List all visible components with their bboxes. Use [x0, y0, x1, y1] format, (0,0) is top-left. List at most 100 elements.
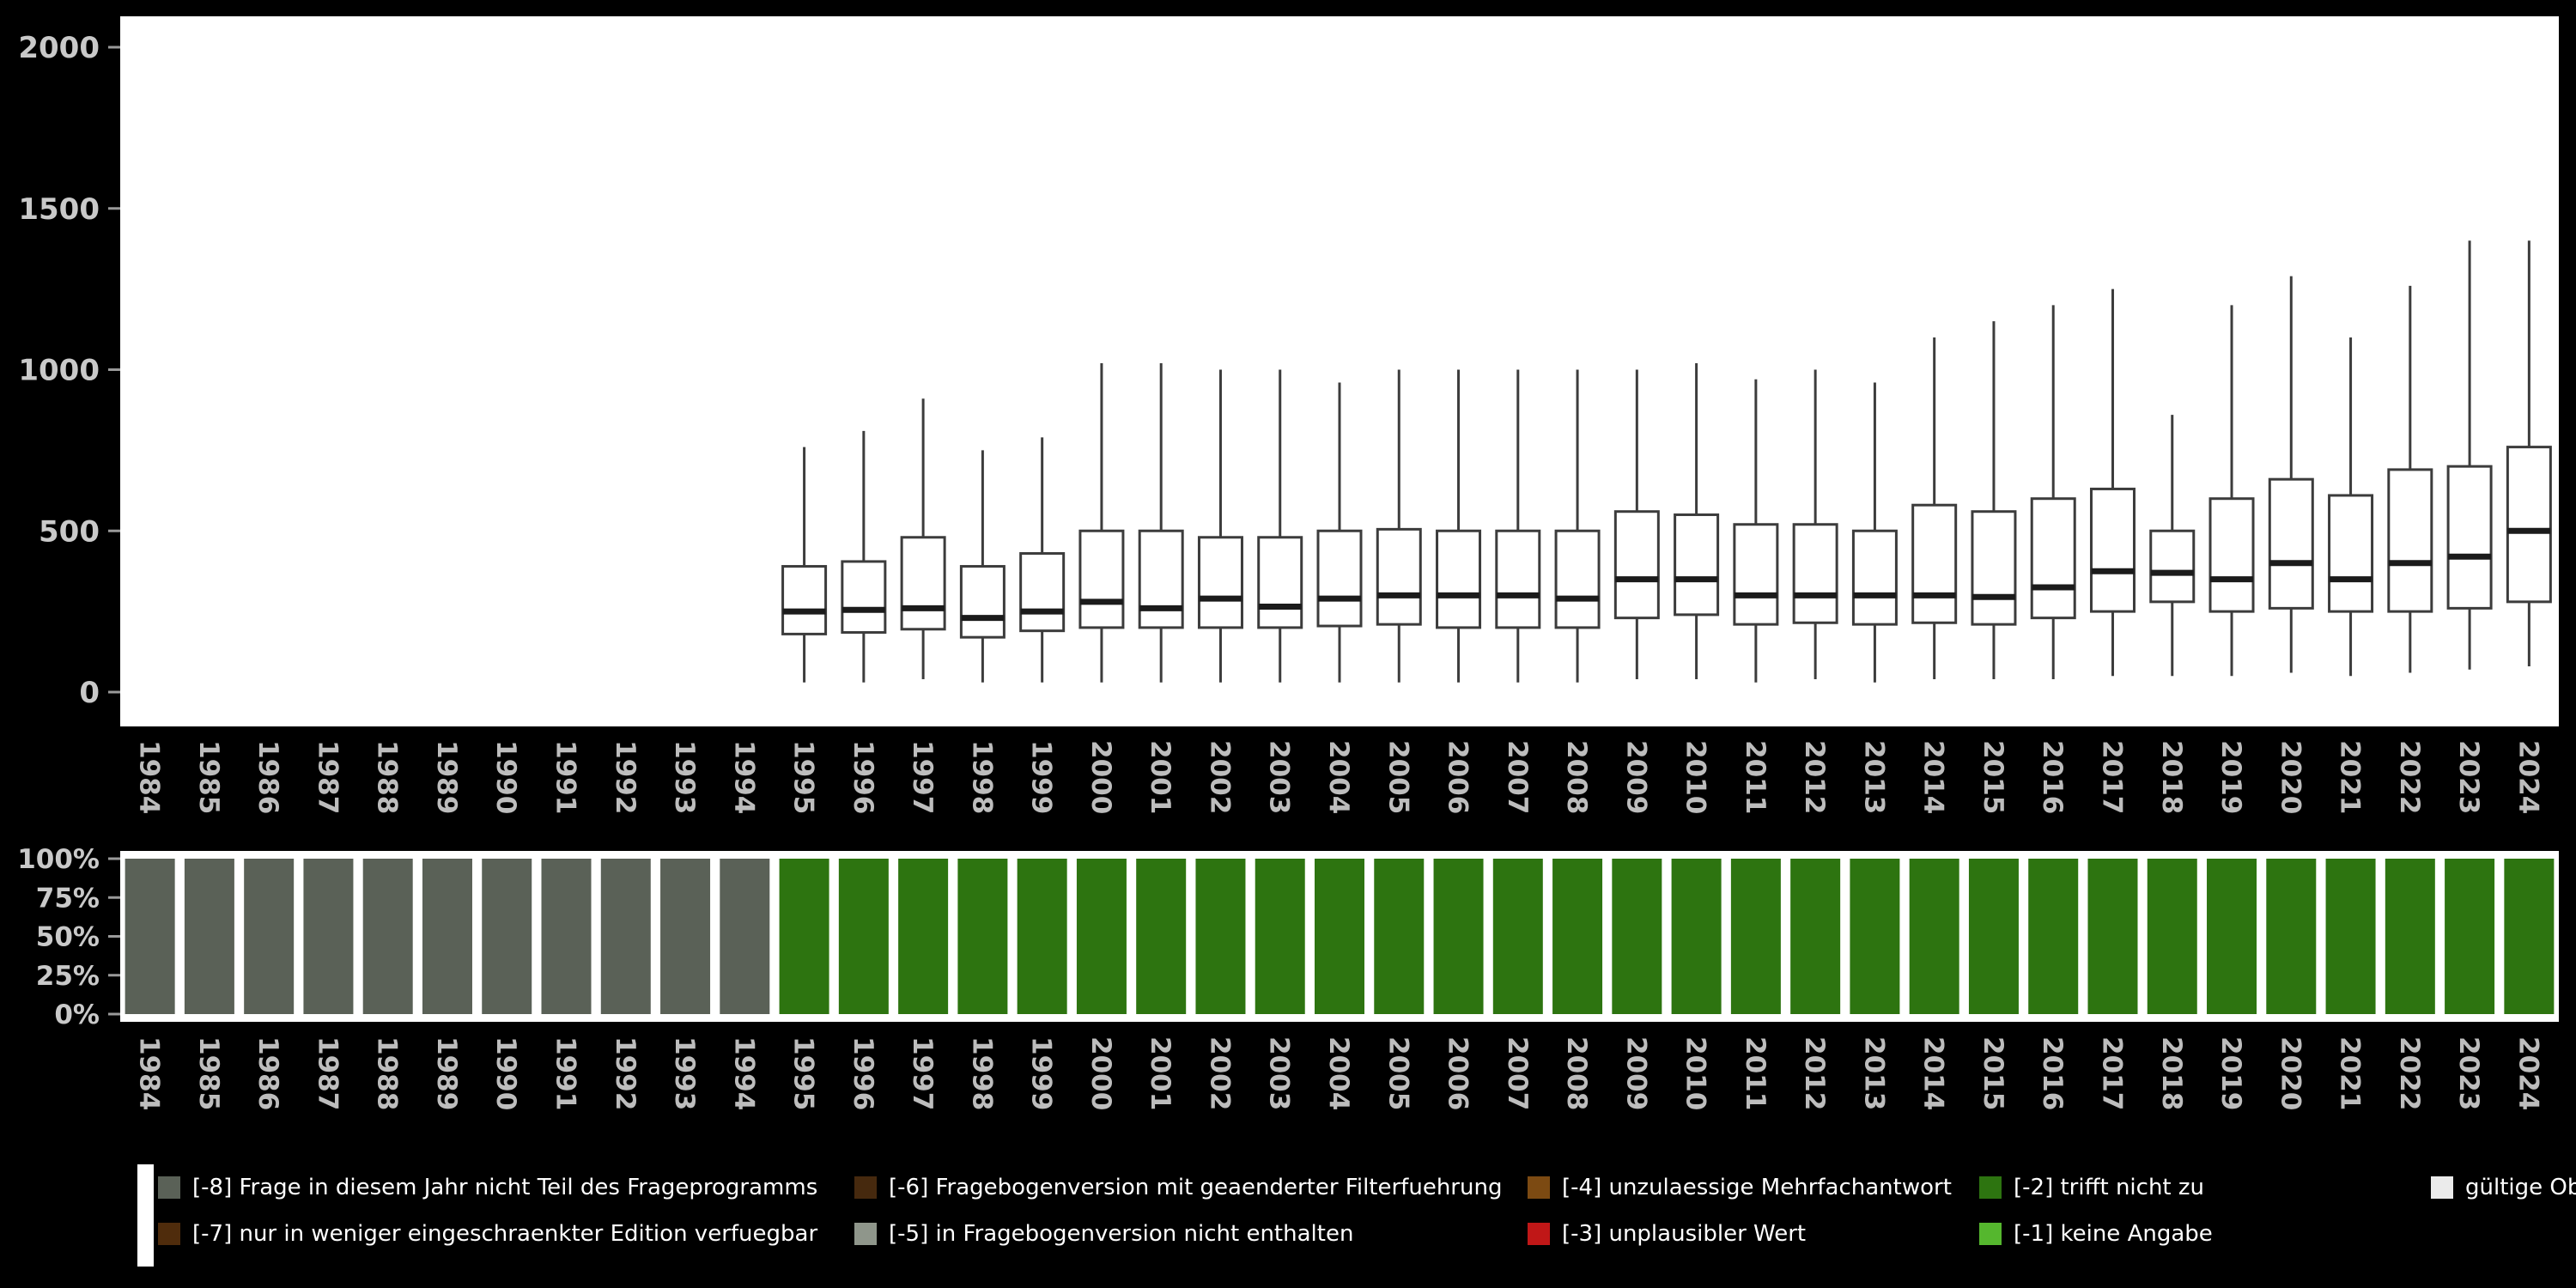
bar-segment-1984	[125, 859, 175, 1014]
bar-segment-1990	[482, 859, 532, 1014]
boxplot-2024	[2506, 240, 2552, 666]
bar-segment-2006	[1433, 859, 1484, 1014]
x-tick-label: 1991	[550, 740, 581, 814]
bar-segment-1986	[244, 859, 295, 1014]
x-tick-label: 2013	[1858, 740, 1889, 814]
bar-segment-1996	[838, 859, 889, 1014]
boxplot-2012	[1792, 369, 1838, 679]
bar-segment-2013	[1850, 859, 1900, 1014]
legend-swatch	[158, 1223, 180, 1245]
boxplot-2020	[2268, 276, 2314, 673]
boxplot-2004	[1316, 382, 1363, 683]
legend-swatch	[854, 1176, 877, 1199]
x-tick-label: 1995	[788, 740, 819, 814]
legend-item: [-3] unplausibler Wert	[1528, 1221, 1806, 1247]
bar-segment-2001	[1136, 859, 1187, 1014]
legend-swatch	[158, 1176, 180, 1199]
bar-segment-2015	[1968, 859, 2019, 1014]
bar-segment-2019	[2207, 859, 2257, 1014]
x-tick-label: 2011	[1740, 1036, 1771, 1110]
bar-segment-2005	[1374, 859, 1425, 1014]
boxplot-2013	[1851, 382, 1898, 683]
x-tick-label: 2010	[1680, 1036, 1711, 1110]
boxplot-2005	[1376, 369, 1422, 683]
x-tick-label: 2007	[1502, 1036, 1533, 1110]
legend-label: [-5] in Fragebogenversion nicht enthalte…	[889, 1221, 1354, 1247]
bar-segment-1994	[720, 859, 770, 1014]
bar-segment-2004	[1315, 859, 1364, 1014]
x-tick-label: 2009	[1620, 1036, 1651, 1110]
bar-segment-2024	[2504, 859, 2555, 1014]
boxplot-2017	[2089, 289, 2136, 677]
legend-label: [-6] Fragebogenversion mit geaenderter F…	[889, 1175, 1503, 1200]
x-tick-label: 1997	[907, 1036, 938, 1110]
boxplot-1999	[1019, 437, 1066, 683]
boxplot-2021	[2328, 337, 2374, 677]
boxplot-1998	[959, 450, 1005, 683]
x-tick-label: 2008	[1561, 740, 1592, 814]
bar-segment-2000	[1076, 859, 1127, 1014]
x-tick-label: 1994	[728, 740, 759, 814]
x-tick-label: 1986	[252, 1036, 283, 1110]
x-tick-label: 2018	[2156, 1036, 2187, 1110]
boxplot-2018	[2149, 415, 2196, 677]
bar-segment-1995	[779, 859, 829, 1014]
legend-item: [-8] Frage in diesem Jahr nicht Teil des…	[158, 1175, 817, 1200]
x-tick-label: 2020	[2275, 1036, 2306, 1110]
x-tick-label: 1989	[431, 740, 462, 814]
legend-swatch	[1979, 1223, 2002, 1245]
x-tick-label: 2014	[1918, 740, 1949, 814]
x-tick-label: 2007	[1502, 740, 1533, 814]
x-tick-label: 2003	[1264, 1036, 1295, 1110]
bar-segment-2008	[1552, 859, 1603, 1014]
boxplot-1997	[900, 398, 946, 679]
x-tick-label: 2004	[1323, 740, 1354, 814]
bar-segment-2021	[2325, 859, 2376, 1014]
x-tick-label: 2002	[1204, 740, 1235, 814]
bar-segment-1985	[184, 859, 234, 1014]
x-tick-label: 2001	[1145, 1036, 1176, 1110]
bar-segment-2023	[2445, 859, 2495, 1014]
x-tick-label: 1985	[193, 740, 224, 814]
boxplot-2009	[1613, 369, 1660, 679]
bar-segment-1997	[898, 859, 949, 1014]
x-tick-label: 2023	[2453, 740, 2484, 814]
y-tick-label: 1500	[18, 192, 100, 227]
x-tick-label: 2016	[2037, 1036, 2068, 1110]
legend-swatch	[854, 1223, 877, 1245]
boxplot-1995	[781, 447, 828, 683]
legend-label: [-8] Frage in diesem Jahr nicht Teil des…	[192, 1175, 818, 1200]
x-tick-label: 1984	[134, 1036, 165, 1110]
boxplot-2019	[2208, 305, 2255, 677]
x-tick-label: 1996	[848, 740, 878, 814]
x-tick-label: 1991	[550, 1036, 581, 1110]
x-tick-label: 1990	[490, 740, 521, 814]
bar-segment-1992	[600, 859, 651, 1014]
missing-shares-chart: 0% 25% 50% 75% 100% 1984 1985 1986 1987 1988 1989 1…	[17, 844, 2559, 1110]
x-tick-label: 1992	[610, 740, 641, 814]
boxplot-2008	[1554, 369, 1601, 683]
boxplot-2011	[1733, 379, 1779, 683]
x-tick-label: 1999	[1026, 740, 1057, 814]
x-tick-label: 1994	[728, 1036, 759, 1110]
x-tick-label: 2003	[1264, 740, 1295, 814]
bar-segment-2017	[2087, 859, 2138, 1014]
boxplot-chart: 0 500 1000 1500 2000 1984 1985 1986 1987 1988 1989…	[18, 16, 2559, 814]
x-tick-label: 2006	[1443, 740, 1473, 814]
y-tick-label: 1000	[18, 354, 100, 388]
bar-segment-1987	[303, 859, 354, 1014]
legend-item: [-5] in Fragebogenversion nicht enthalte…	[854, 1221, 1353, 1247]
bar-segment-2010	[1671, 859, 1722, 1014]
x-tick-label: 1998	[966, 1036, 997, 1110]
legend-swatch	[1528, 1223, 1550, 1245]
legend-item: [-2] trifft nicht zu	[1979, 1175, 2204, 1200]
percent-tick-label: 100%	[17, 844, 100, 875]
y-tick-label: 500	[39, 514, 100, 549]
boxplot-2022	[2387, 285, 2433, 673]
boxplot-2023	[2446, 240, 2493, 670]
bar-segment-2011	[1730, 859, 1781, 1014]
x-tick-label: 2016	[2037, 740, 2068, 814]
percent-tick-label: 50%	[36, 922, 100, 953]
x-tick-label: 2015	[1978, 1036, 2008, 1110]
